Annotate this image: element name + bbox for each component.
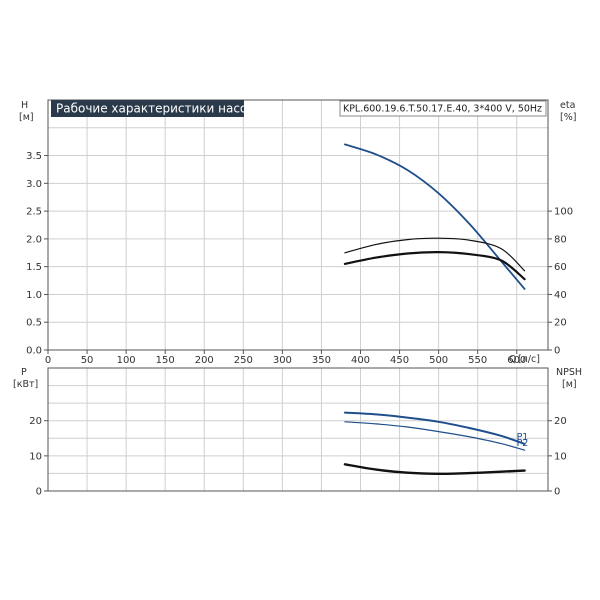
head-tick-label: 1.5 [26,262,42,273]
head-tick-label: 0.5 [26,318,42,329]
x-tick-label: 250 [234,355,253,366]
head-tick-label: 2.5 [26,207,42,218]
x-tick-label: 150 [156,355,175,366]
head-tick-label: 2.0 [26,234,42,245]
x-tick-label: 500 [429,355,448,366]
series-label-p1: P1 [517,432,529,443]
flow-axis-unit: [л/с] [518,354,540,365]
npsh-tick-label: 20 [554,416,567,427]
head-axis-unit: [м] [19,112,34,123]
eta-axis-unit: [%] [560,112,576,123]
head-tick-label: 3.0 [26,179,42,190]
power-axis-label: P [21,367,27,378]
eta-tick-label: 100 [554,207,573,218]
npsh-axis-label: NPSH [556,367,582,378]
series-label-p2: P2 [517,438,529,449]
top-panel-frame [47,99,549,351]
efficiency-curve-upper [344,237,526,272]
eta-tick-label: 20 [554,318,567,329]
power-tick-label: 20 [29,416,42,427]
bottom-panel-ticks: 0 10 20 0 10 20 [29,416,566,497]
npsh-axis-unit: [м] [562,379,577,390]
x-tick-label: 0 [45,355,51,366]
power-tick-label: 0 [36,487,42,498]
eta-axis-label: eta [560,100,575,111]
eta-tick-label: 40 [554,290,567,301]
head-axis-label: H [21,100,28,111]
x-tick-label: 400 [351,355,370,366]
x-tick-label: 300 [273,355,292,366]
x-tick-label: 600 [507,355,526,366]
x-tick-label: 450 [390,355,409,366]
power-axis-unit: [кВт] [13,379,38,390]
chart-title-box [51,100,244,117]
flow-axis-label: Q [509,354,516,365]
power-p2-curve [344,421,526,451]
eta-tick-label: 0 [554,346,560,357]
eta-tick-label: 60 [554,262,567,273]
model-label-box [339,100,547,117]
x-tick-label: 50 [81,355,94,366]
bottom-panel-frame [47,367,549,492]
top-panel-grid [48,100,548,350]
model-label: KPL.600.19.6.T.50.17.E.40, 3*400 V, 50Hz [343,104,542,115]
npsh-tick-label: 0 [554,487,560,498]
npsh-curve [343,463,526,476]
head-tick-label: 3.5 [26,151,42,162]
power-tick-label: 10 [29,451,42,462]
head-tick-label: 0.0 [26,346,42,357]
x-tick-label: 100 [117,355,136,366]
eta-tick-label: 80 [554,234,567,245]
npsh-tick-label: 10 [554,451,567,462]
power-p1-curve [343,411,526,445]
top-panel-series [343,143,526,290]
head-tick-label: 1.0 [26,290,42,301]
chart-title: Рабочие характеристики насоса [56,102,261,116]
x-tick-label: 550 [468,355,487,366]
efficiency-curve-lower [343,250,526,281]
x-tick-label: 200 [195,355,214,366]
x-tick-label: 350 [312,355,331,366]
top-panel-ticks: 0 50 100 150 200 250 300 350 400 450 500 550 6000.00… [26,151,573,366]
